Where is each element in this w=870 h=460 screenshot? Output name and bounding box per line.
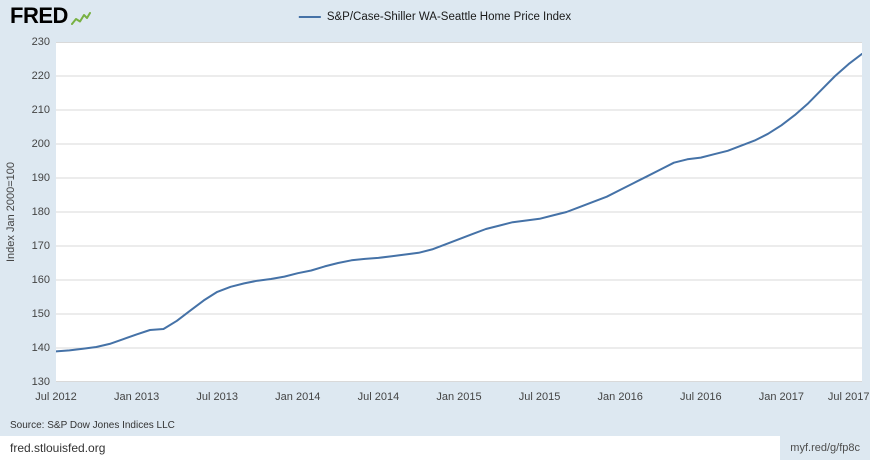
y-axis-tick-label: 170 bbox=[31, 240, 50, 252]
y-axis-tick-label: 140 bbox=[31, 342, 50, 354]
chart-short-link[interactable]: myf.red/g/fp8c bbox=[790, 442, 860, 454]
x-axis-tick-label: Jul 2014 bbox=[357, 391, 400, 403]
fred-logo[interactable]: FRED bbox=[10, 4, 91, 28]
y-axis-tick-label: 160 bbox=[31, 274, 50, 286]
y-axis-tick-label: 130 bbox=[31, 376, 50, 388]
y-axis-tick-label: 180 bbox=[31, 206, 50, 218]
legend: S&P/Case-Shiller WA-Seattle Home Price I… bbox=[298, 11, 572, 23]
y-axis-tick-label: 200 bbox=[31, 138, 50, 150]
x-axis-tick-label: Jul 2012 bbox=[35, 391, 77, 403]
y-axis-tick-label: 220 bbox=[31, 70, 50, 82]
price-index-line-chart[interactable] bbox=[56, 42, 862, 382]
y-axis-tick-label: 190 bbox=[31, 172, 50, 184]
plot-area[interactable] bbox=[56, 42, 862, 382]
y-axis-tick-label: 230 bbox=[31, 36, 50, 48]
x-axis-tick-label: Jan 2015 bbox=[436, 391, 482, 403]
x-axis-tick-label: Jan 2014 bbox=[275, 391, 321, 403]
y-axis-tick-label: 150 bbox=[31, 308, 50, 320]
legend-label: S&P/Case-Shiller WA-Seattle Home Price I… bbox=[326, 11, 572, 23]
bottom-bar: fred.stlouisfed.org myf.red/g/fp8c bbox=[0, 436, 870, 460]
source-attribution: Source: S&P Dow Jones Indices LLC bbox=[10, 420, 175, 431]
legend-line-swatch bbox=[298, 16, 321, 18]
x-axis-tick-label: Jul 2017 bbox=[827, 391, 870, 403]
fred-site-link[interactable]: fred.stlouisfed.org bbox=[0, 436, 781, 460]
x-axis-tick-label: Jan 2016 bbox=[597, 391, 643, 403]
x-axis-tick-label: Jul 2015 bbox=[518, 391, 561, 403]
x-axis-tick-label: Jul 2013 bbox=[196, 391, 238, 403]
x-axis-tick-label: Jan 2017 bbox=[758, 391, 805, 403]
x-axis-tick-label: Jan 2013 bbox=[113, 391, 160, 403]
x-axis-tick-label: Jul 2016 bbox=[680, 391, 722, 403]
fred-logo-text: FRED bbox=[10, 3, 68, 28]
x-axis-tick-labels: Jul 2012 Jan 2013 Jul 2013 Jan 2014 Jul 2014… bbox=[0, 391, 870, 407]
fred-logo-sparkline-icon bbox=[70, 11, 91, 25]
y-axis-tick-label: 210 bbox=[31, 104, 50, 116]
